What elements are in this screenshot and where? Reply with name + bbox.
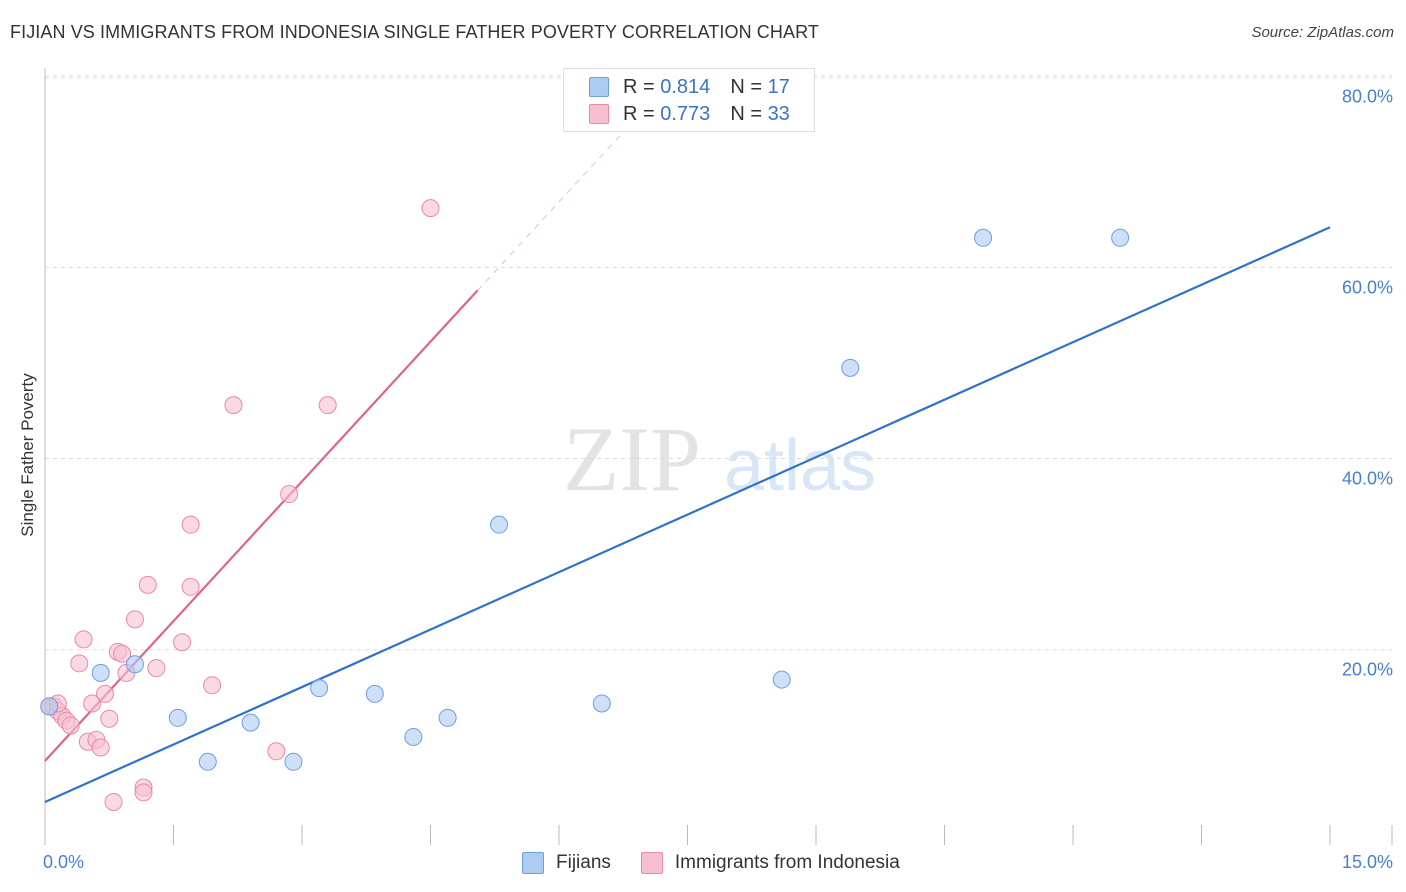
chart-title: FIJIAN VS IMMIGRANTS FROM INDONESIA SING… (10, 22, 819, 42)
x-tick-max: 15.0% (1341, 852, 1393, 872)
point-indonesia (203, 676, 222, 695)
trend-line-indonesia-extension (477, 108, 646, 291)
legend-r-value: 0.773 (660, 102, 711, 125)
watermark-atlas: atlas (724, 426, 876, 506)
point-indonesia (224, 396, 243, 415)
point-fijians (438, 708, 457, 727)
point-indonesia (147, 659, 166, 678)
legend-swatch-blue (589, 77, 609, 97)
point-fijians (772, 670, 791, 689)
trend-lines (44, 108, 1331, 803)
point-indonesia (181, 515, 200, 534)
point-fijians (974, 228, 993, 247)
data-points (40, 199, 1130, 811)
point-indonesia (125, 610, 144, 629)
point-indonesia (91, 738, 110, 757)
stats-legend: R = 0.814 N = 17 R = 0.773 N = 33 (563, 68, 815, 132)
point-fijians (490, 515, 509, 534)
point-fijians (404, 727, 423, 746)
point-fijians (125, 655, 144, 674)
point-indonesia (318, 396, 337, 415)
legend-r-label: R = (623, 75, 655, 98)
legend-item-indonesia[interactable]: Immigrants from Indonesia (640, 852, 900, 874)
point-indonesia (113, 644, 132, 663)
legend-row-indonesia: R = 0.773 N = 33 (589, 101, 790, 127)
point-indonesia (267, 742, 286, 761)
y-tick-60: 60.0% (1341, 277, 1393, 298)
legend-swatch-pink (589, 104, 609, 124)
point-indonesia (181, 577, 200, 596)
x-tick-min: 0.0% (43, 852, 85, 872)
bottom-legend: Fijians Immigrants from Indonesia (522, 852, 930, 874)
y-tick-20: 20.0% (1341, 659, 1393, 680)
legend-r-label: R = (623, 102, 655, 125)
y-tick-40: 40.0% (1341, 468, 1393, 489)
legend-swatch-blue (522, 852, 544, 874)
trend-line-indonesia (44, 289, 479, 762)
legend-n-label: N = (730, 102, 762, 125)
point-indonesia (61, 716, 80, 735)
legend-n-label: N = (730, 75, 762, 98)
legend-n-value: 17 (767, 75, 790, 98)
legend-label-indonesia: Immigrants from Indonesia (674, 852, 900, 873)
point-indonesia (134, 783, 153, 802)
point-indonesia (74, 630, 93, 649)
y-axis-label: Single Father Poverty (18, 373, 37, 537)
legend-label-fijians: Fijians (556, 852, 611, 873)
point-indonesia (173, 633, 192, 652)
point-fijians (284, 752, 303, 771)
point-fijians (310, 679, 329, 698)
source-label: Source: ZipAtlas.com (1251, 24, 1394, 41)
point-fijians (241, 713, 260, 732)
point-indonesia (70, 654, 89, 673)
point-fijians (40, 697, 59, 716)
y-tick-80: 80.0% (1341, 86, 1393, 107)
point-indonesia (138, 575, 157, 594)
point-indonesia (104, 792, 123, 811)
legend-r-value: 0.814 (660, 75, 711, 98)
legend-row-fijians: R = 0.814 N = 17 (589, 74, 790, 100)
point-indonesia (83, 694, 102, 713)
point-indonesia (421, 199, 440, 218)
point-fijians (1111, 228, 1130, 247)
point-fijians (168, 708, 187, 727)
gridlines (45, 75, 1392, 651)
point-fijians (198, 752, 217, 771)
legend-swatch-pink (640, 852, 663, 874)
point-fijians (592, 694, 611, 713)
trend-line-fijians (44, 226, 1331, 803)
axes (44, 68, 1393, 845)
legend-item-fijians[interactable]: Fijians (522, 852, 611, 874)
point-fijians (91, 663, 110, 682)
point-indonesia (100, 709, 119, 728)
point-indonesia (280, 485, 299, 504)
legend-n-value: 33 (767, 102, 790, 125)
point-indonesia (95, 684, 114, 703)
point-fijians (841, 358, 860, 377)
point-fijians (365, 684, 384, 703)
